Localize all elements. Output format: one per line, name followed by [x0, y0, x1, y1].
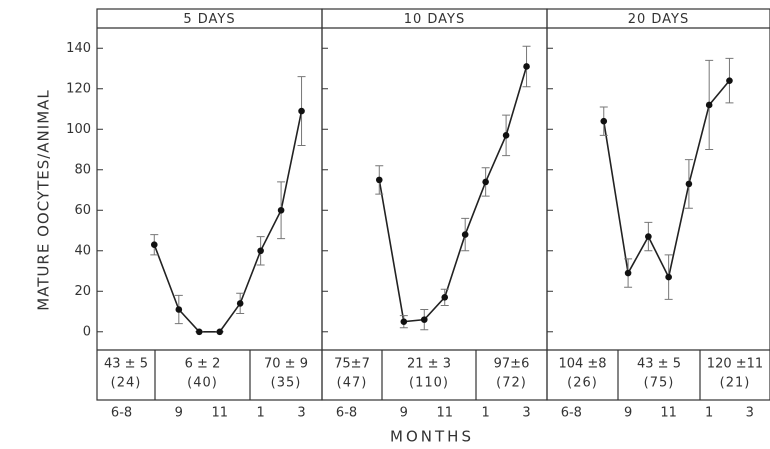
- data-point: [600, 117, 608, 125]
- x-tick-label: 6-8: [111, 406, 132, 421]
- panel-title: 20 DAYS: [628, 12, 690, 27]
- summary-mean: 6 ± 2: [185, 357, 221, 372]
- summary-mean: 104 ±8: [558, 357, 606, 372]
- data-line: [153, 110, 303, 333]
- panel-frame: [321, 8, 548, 401]
- panel-frame: [546, 8, 770, 401]
- summary-n: (40): [187, 376, 218, 391]
- panel-frame: [96, 8, 323, 401]
- y-tick-label: 0: [83, 324, 91, 339]
- data-point: [441, 294, 449, 301]
- x-tick-label: 11: [211, 406, 228, 421]
- data-point: [236, 300, 244, 307]
- x-tick-label: 9: [400, 406, 408, 421]
- summary-mean: 120 ±11: [707, 357, 763, 372]
- y-tick-label: 20: [74, 284, 91, 299]
- x-axis-label: MONTHS: [390, 428, 474, 446]
- summary-mean: 75±7: [334, 357, 370, 372]
- summary-mean: 21 ± 3: [407, 357, 451, 372]
- x-tick-label: 6-8: [561, 406, 582, 421]
- x-tick-label: 9: [624, 406, 632, 421]
- data-point: [298, 107, 305, 115]
- data-point: [482, 178, 489, 186]
- data-point: [705, 101, 713, 109]
- y-tick-label: 120: [66, 81, 91, 96]
- summary-mean: 43 ± 5: [637, 357, 681, 372]
- summary-n: (72): [496, 376, 527, 391]
- data-line: [602, 80, 731, 280]
- data-line: [378, 66, 528, 323]
- x-tick-label: 3: [746, 406, 754, 421]
- x-tick-label: 3: [522, 406, 530, 421]
- summary-n: (75): [644, 376, 675, 391]
- data-point: [195, 328, 203, 336]
- data-point: [400, 318, 408, 325]
- x-tick-label: 11: [660, 406, 677, 421]
- data-point: [645, 233, 652, 240]
- data-point: [461, 231, 469, 238]
- data-point: [257, 247, 264, 255]
- x-tick-label: 1: [705, 406, 713, 421]
- summary-n: (21): [720, 376, 751, 391]
- y-tick-label: 60: [74, 203, 91, 218]
- summary-mean: 70 ± 9: [264, 357, 308, 372]
- y-tick-label: 40: [74, 243, 91, 258]
- summary-mean: 97±6: [494, 357, 530, 372]
- summary-n: (26): [567, 376, 598, 391]
- x-tick-label: 6-8: [336, 406, 357, 421]
- y-tick-label: 140: [66, 41, 91, 56]
- data-point: [726, 77, 733, 84]
- summary-n: (47): [337, 376, 368, 391]
- data-point: [665, 273, 672, 281]
- x-tick-label: 11: [436, 406, 453, 421]
- x-tick-label: 3: [297, 406, 305, 421]
- data-point: [175, 306, 183, 313]
- data-point: [685, 180, 693, 188]
- panel-title: 10 DAYS: [404, 12, 466, 27]
- data-point: [420, 316, 428, 323]
- data-point: [624, 269, 632, 277]
- summary-n: (24): [111, 376, 142, 391]
- panel-title: 5 DAYS: [183, 12, 235, 27]
- data-point: [150, 241, 158, 248]
- data-point: [277, 206, 285, 214]
- x-tick-label: 9: [175, 406, 183, 421]
- summary-mean: 43 ± 5: [104, 357, 148, 372]
- summary-n: (35): [271, 376, 302, 391]
- y-tick-label: 100: [66, 122, 91, 137]
- data-point: [216, 328, 224, 336]
- x-tick-label: 1: [256, 406, 264, 421]
- x-tick-label: 1: [481, 406, 489, 421]
- y-axis-label: MATURE OOCYTES/ANIMAL: [35, 89, 53, 311]
- data-point: [375, 176, 383, 184]
- y-tick-label: 80: [74, 162, 91, 177]
- data-point: [502, 132, 510, 139]
- summary-n: (110): [409, 376, 449, 391]
- data-point: [523, 63, 530, 70]
